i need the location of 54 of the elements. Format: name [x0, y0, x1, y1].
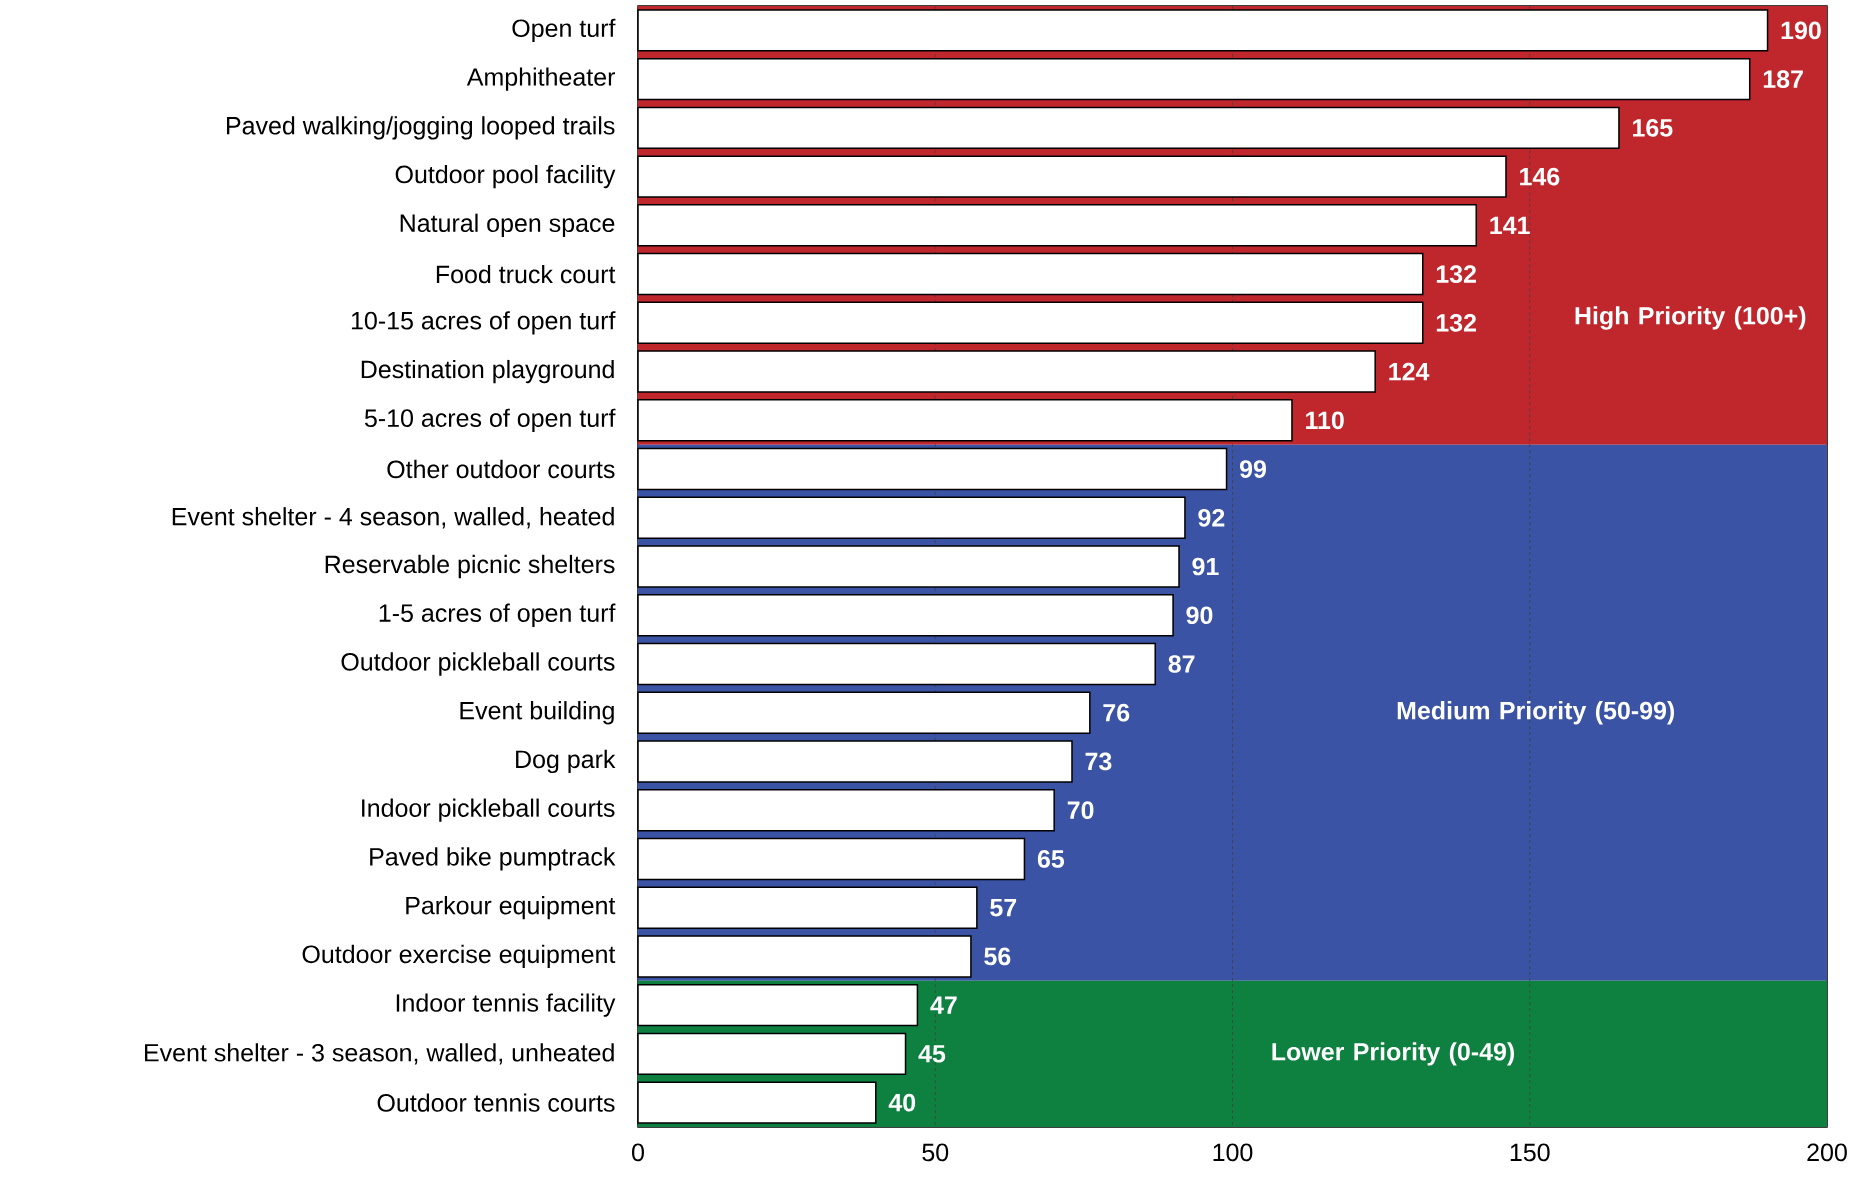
data-label: 132 [1436, 265, 1476, 283]
y-tick-label: Open turf [512, 18, 616, 43]
y-tick-label: Indoor tennis facility [396, 993, 616, 1017]
data-label: 99 [1239, 460, 1266, 478]
y-tick-label: Paved walking/jogging looped trails [227, 116, 615, 140]
data-label: 91 [1192, 557, 1219, 576]
y-tick-label: Event shelter - 4 season, walled, heated [172, 507, 614, 529]
data-label: 92 [1198, 508, 1225, 527]
data-label: 40 [888, 1093, 916, 1112]
x-tick-label: 0 [632, 1143, 644, 1162]
data-label: 187 [1763, 70, 1803, 88]
data-label: 73 [1085, 752, 1112, 771]
data-label: 90 [1186, 606, 1213, 625]
data-label: 141 [1490, 216, 1530, 234]
y-tick-label: Outdoor pickleball courts [341, 652, 615, 676]
y-tick-label: Event building [460, 701, 614, 725]
x-tick-label: 100 [1213, 1143, 1253, 1162]
y-tick-label: Dog park [516, 749, 616, 774]
y-tick-label: 1-5 acres of open turf [379, 603, 616, 627]
y-tick-label: Food truck court [436, 264, 616, 284]
data-label: 87 [1168, 655, 1195, 673]
y-tick-label: Parkour equipment [406, 896, 616, 920]
data-label: 56 [984, 947, 1011, 966]
data-label: 132 [1436, 313, 1476, 332]
y-tick-label: Indoor pickleball courts [362, 798, 615, 822]
data-label: 45 [918, 1045, 946, 1063]
y-tick-label: Outdoor pool facility [395, 164, 616, 189]
y-tick-label: Reservable picnic shelters [325, 554, 615, 579]
y-tick-label: Amphitheater [466, 67, 616, 91]
y-tick-label: Other outdoor courts [387, 459, 615, 479]
data-label: 65 [1037, 850, 1065, 868]
x-tick-label: 150 [1510, 1143, 1550, 1162]
y-tick-label: Outdoor exercise equipment [302, 944, 616, 969]
data-label: 190 [1781, 21, 1821, 40]
y-tick-label: Event shelter - 3 season, walled, unheated [145, 1043, 614, 1065]
data-label: 47 [930, 996, 957, 1014]
data-label: 76 [1103, 703, 1130, 722]
y-tick-label: Outdoor tennis courts [377, 1093, 615, 1112]
x-tick-label: 200 [1807, 1143, 1847, 1162]
y-tick-label: Paved bike pumptrack [370, 847, 616, 871]
data-label: 57 [990, 898, 1017, 917]
y-tick-label: Natural open space [400, 213, 615, 237]
data-label: 165 [1633, 119, 1673, 137]
y-tick-label: 5-10 acres of open turf [364, 408, 616, 432]
data-label: 146 [1520, 167, 1560, 186]
y-tick-label: 10-15 acres of open turf [351, 311, 616, 335]
y-tick-label: Destination playground [361, 359, 614, 384]
band-label: High Priority (100+) [1575, 306, 1806, 330]
data-label: 110 [1306, 411, 1344, 430]
data-label: 124 [1389, 362, 1430, 381]
data-label: 70 [1067, 801, 1094, 820]
x-tick-label: 50 [922, 1143, 949, 1162]
band-label: Lower Priority (0-49) [1272, 1042, 1514, 1066]
band-label: Medium Priority (50-99) [1397, 701, 1675, 725]
